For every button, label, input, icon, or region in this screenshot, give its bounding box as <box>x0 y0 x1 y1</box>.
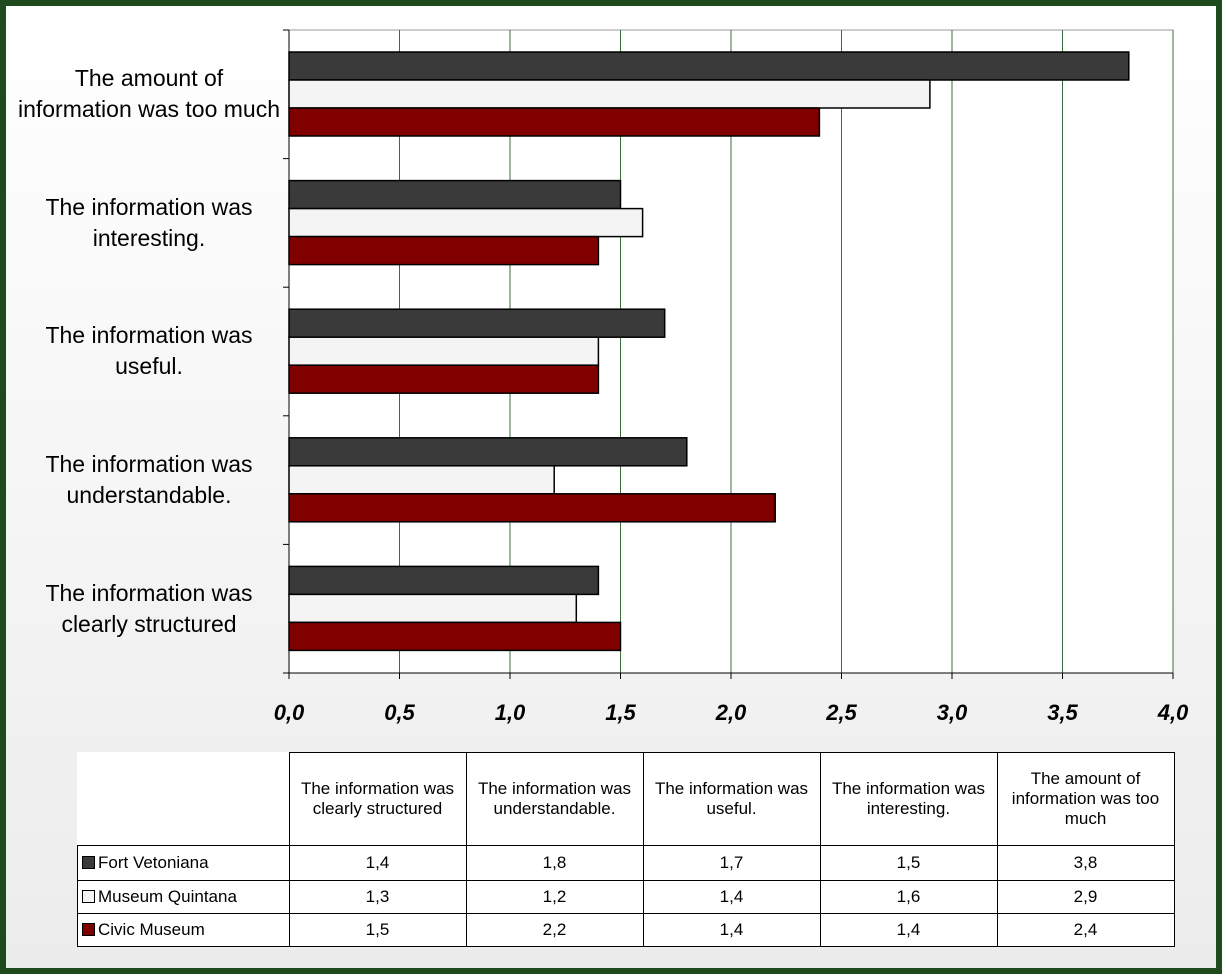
y-tick-label: The information was useful. <box>45 322 253 380</box>
y-tick-label: The amount of information was too much <box>17 65 281 123</box>
table-corner <box>78 753 290 846</box>
bar <box>288 565 600 596</box>
bar <box>288 308 666 338</box>
x-tick-label: 1,0 <box>495 700 526 725</box>
plot: 0,0 0,5 1,0 1,5 2,0 2,5 3,0 3,5 4,0 <box>274 29 1189 725</box>
x-tick-label: 4,0 <box>1157 700 1189 725</box>
bar <box>288 621 622 652</box>
bar <box>288 107 821 137</box>
table-value: 1,5 <box>288 912 467 947</box>
table-value: 1,3 <box>288 879 467 914</box>
bar <box>288 79 931 109</box>
bar <box>288 364 600 394</box>
bar <box>288 51 1130 81</box>
table-value: 1,5 <box>819 844 998 881</box>
table-value: 2,2 <box>465 912 644 947</box>
table-header: The information was clearly structured Th… <box>78 752 1175 846</box>
legend-label: Fort Vetoniana <box>98 852 209 872</box>
table-row: Museum Quintana 1,3 1,2 1,4 1,6 2,9 <box>77 879 1175 914</box>
y-tick-label: The information was clearly structured <box>45 579 253 637</box>
bar <box>288 179 622 210</box>
bar <box>288 207 644 238</box>
legend-swatch <box>82 922 95 936</box>
column-header: The information was clearly structured <box>288 752 467 846</box>
x-tick-label: 0,5 <box>384 700 415 725</box>
legend-label: Civic Museum <box>98 919 205 939</box>
x-tick-label: 3,5 <box>1047 700 1078 725</box>
data-table: The information was clearly structured Th… <box>77 752 1175 947</box>
legend-entry: Museum Quintana <box>77 879 290 914</box>
legend-swatch <box>82 855 95 869</box>
x-tick-label: 1,5 <box>605 700 636 725</box>
table-value: 1,8 <box>465 844 644 881</box>
bar <box>288 593 578 624</box>
table-row: Fort Vetoniana 1,4 1,8 1,7 1,5 3,8 <box>77 844 1175 881</box>
bar <box>288 437 688 467</box>
x-tick-label: 0,0 <box>274 700 305 725</box>
table-value: 1,2 <box>465 879 644 914</box>
column-header: The information was useful. <box>642 752 821 846</box>
legend-swatch <box>82 889 95 903</box>
table-value: 1,4 <box>288 844 467 881</box>
column-header: The amount of information was too much <box>996 752 1175 846</box>
legend-entry: Fort Vetoniana <box>77 844 290 881</box>
table-value: 1,6 <box>819 879 998 914</box>
table-value: 1,4 <box>642 879 821 914</box>
bar <box>288 235 600 266</box>
bar <box>288 336 600 366</box>
table-row: Civic Museum 1,5 2,2 1,4 1,4 2,4 <box>77 912 1175 947</box>
bar <box>288 493 776 523</box>
column-header: The information was interesting. <box>819 752 998 846</box>
y-tick-label: The information was interesting. <box>45 193 253 251</box>
x-tick-label: 2,5 <box>825 700 857 725</box>
table-value: 1,4 <box>642 912 821 947</box>
table-value: 1,7 <box>642 844 821 881</box>
table-value: 3,8 <box>996 844 1175 881</box>
x-tick-label: 2,0 <box>715 700 747 725</box>
legend-entry: Civic Museum <box>77 912 290 947</box>
y-tick-label: The information was understandable. <box>45 451 253 509</box>
x-tick-label: 3,0 <box>937 700 968 725</box>
table-value: 1,4 <box>819 912 998 947</box>
table-value: 2,4 <box>996 912 1175 947</box>
legend-label: Museum Quintana <box>98 886 237 906</box>
column-header: The information was understandable. <box>465 752 644 846</box>
bar <box>288 465 555 495</box>
table-value: 2,9 <box>996 879 1175 914</box>
